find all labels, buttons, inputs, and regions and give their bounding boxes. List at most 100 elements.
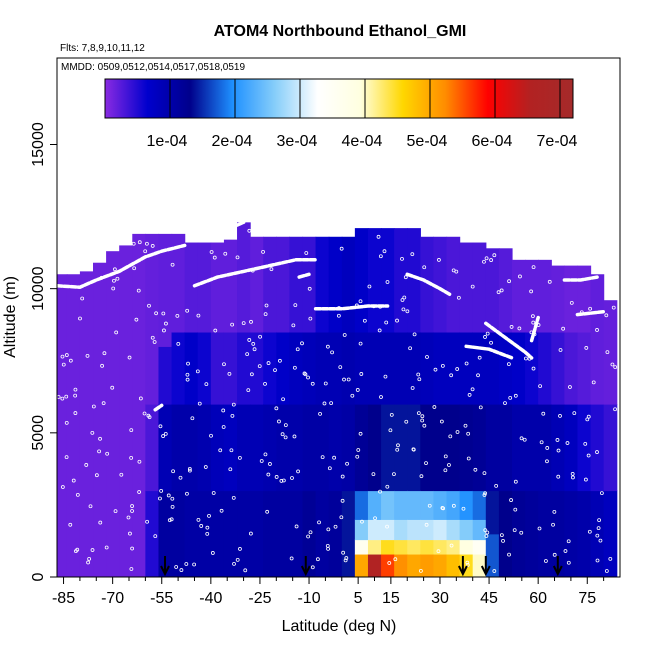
heatmap-cell (394, 519, 408, 541)
heatmap-cell (223, 490, 238, 577)
sample-point (231, 496, 236, 500)
x-tick-label: -70 (101, 590, 124, 607)
sample-point (197, 401, 202, 406)
sample-point (599, 491, 604, 496)
heatmap-cell (433, 331, 448, 405)
sample-point (145, 519, 150, 524)
sample-point (378, 254, 383, 259)
heatmap-cell (420, 236, 435, 333)
flight-track (313, 304, 390, 311)
sample-point (509, 325, 514, 329)
sample-point (166, 493, 171, 498)
heatmap-cell (184, 331, 199, 405)
heatmap-cell (564, 265, 579, 333)
heatmap-cell (381, 519, 395, 541)
heatmap-cell (551, 490, 565, 577)
heatmap-cell (551, 331, 565, 405)
sample-point (104, 545, 109, 550)
flight-track (405, 272, 452, 297)
sample-point (295, 347, 300, 352)
heatmap-cell (525, 404, 539, 492)
heatmap-cell (433, 519, 448, 541)
heatmap-cell (407, 331, 421, 405)
sample-point (308, 316, 313, 321)
sample-point (332, 455, 337, 460)
heatmap-cell (328, 490, 343, 577)
sample-point (207, 513, 211, 518)
sample-point (196, 313, 201, 318)
sample-point (131, 241, 136, 246)
heatmap-cell (511, 259, 526, 333)
sample-point (513, 507, 518, 512)
sample-point (470, 284, 475, 289)
colorbar-tick-label: 4e-04 (342, 133, 383, 150)
sample-point (566, 560, 571, 565)
sample-point (513, 479, 518, 484)
sample-point (218, 448, 223, 453)
sample-point (187, 466, 192, 471)
heatmap-cell (106, 251, 120, 577)
flight-track (575, 309, 606, 317)
heatmap-cell (446, 490, 461, 520)
sample-point (178, 475, 183, 480)
x-tick-label: 5 (354, 590, 363, 607)
heatmap-cell (472, 242, 487, 333)
heatmap-cell (433, 236, 448, 333)
sample-point (80, 296, 85, 301)
sample-point (247, 338, 252, 342)
x-tick-label: 30 (431, 590, 449, 607)
sample-point (558, 414, 562, 418)
flights-label: Flts: 7,8,9,10,11,12 (60, 43, 145, 54)
sample-point (327, 466, 332, 471)
profile-arrow (480, 556, 491, 577)
sample-point (162, 328, 166, 333)
heatmap-cell (302, 490, 317, 577)
heatmap-cell (354, 490, 369, 520)
sample-point (501, 539, 505, 543)
sample-point (60, 354, 65, 359)
sample-point (129, 567, 134, 571)
heatmap-cell (381, 539, 395, 555)
sample-point (127, 355, 132, 360)
sample-point (489, 340, 493, 345)
heatmap-cell (498, 331, 513, 405)
plot-frame (56, 57, 621, 578)
heatmap-cell (472, 539, 487, 555)
sample-point (418, 568, 423, 573)
sample-point (185, 491, 189, 496)
sample-point (184, 562, 189, 566)
sample-point (329, 401, 334, 406)
sample-point (613, 407, 617, 412)
heatmap-cell (381, 553, 395, 577)
heatmap-cell (407, 553, 421, 577)
sample-point (68, 358, 73, 363)
heatmap-cell (367, 539, 382, 555)
sample-point (344, 556, 349, 560)
sample-point (142, 411, 147, 416)
heatmap-cell (459, 331, 474, 405)
heatmap-cell (603, 490, 618, 577)
sample-point (416, 411, 421, 416)
heatmap-cell (459, 242, 474, 333)
flight-track (484, 321, 534, 360)
sample-point (227, 371, 232, 376)
heatmap-cell (472, 404, 487, 492)
sample-point (257, 364, 262, 369)
sample-point (221, 408, 226, 413)
sample-point (61, 362, 66, 367)
heatmap-cell (354, 539, 369, 555)
heatmap-cell (367, 553, 382, 577)
sample-point (263, 312, 268, 316)
sample-point (308, 530, 313, 535)
sample-point (113, 509, 118, 514)
sample-point (547, 279, 552, 284)
heatmap-cell (446, 236, 461, 333)
x-tick-label: -40 (199, 590, 222, 607)
heatmap-cell (394, 539, 408, 555)
sample-point (283, 423, 288, 428)
sample-point (137, 240, 142, 245)
sample-point (280, 432, 285, 437)
sample-point (185, 372, 190, 377)
chart-title: ATOM4 Northbound Ethanol_GMI (214, 23, 467, 40)
sample-point (210, 551, 215, 555)
